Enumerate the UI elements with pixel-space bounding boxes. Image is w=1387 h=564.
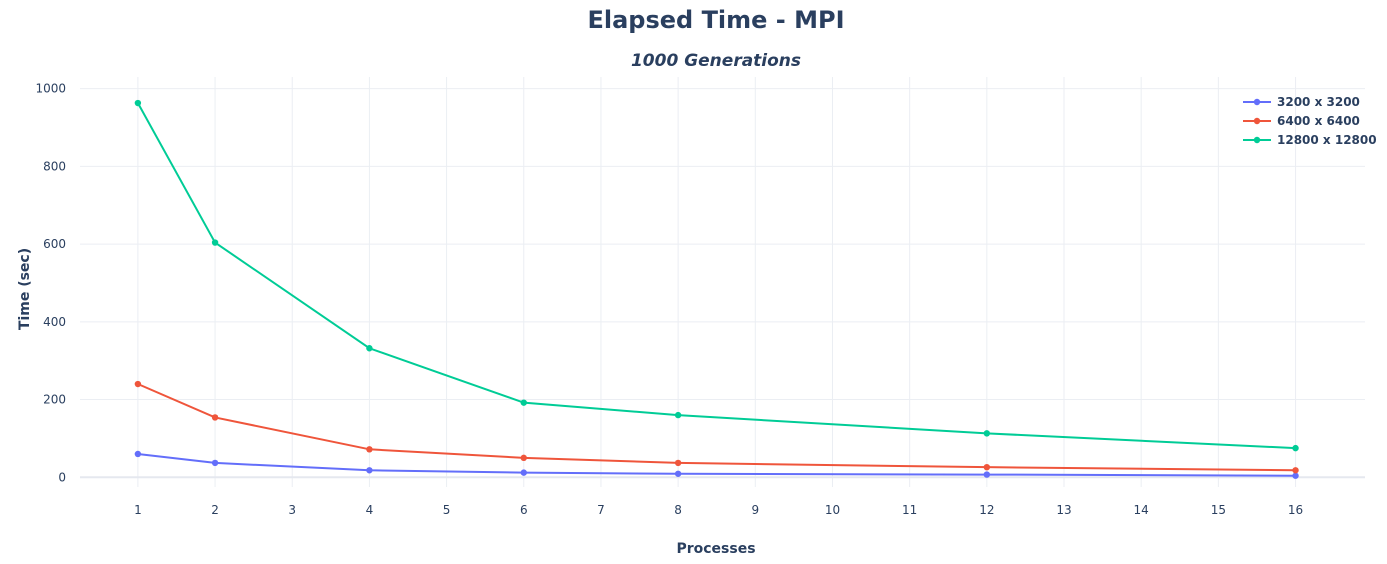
y-axis-title: Time (sec) [17,248,33,330]
x-tick-label: 10 [825,503,840,517]
x-tick-label: 13 [1056,503,1071,517]
data-point [674,411,682,419]
data-point [1292,472,1299,479]
data-point [674,470,682,477]
data-point [520,399,527,406]
data-point [520,454,527,462]
data-point [134,380,142,388]
data-point [674,459,682,467]
legend-label: 12800 x 12800 [1277,133,1377,147]
x-tick-label: 12 [979,503,994,517]
x-tick-labels: 1 2 3 4 5 6 7 8 9 10 11 12 13 14 15 16 [134,503,1303,517]
x-tick-label: 6 [520,503,528,517]
data-point [983,463,991,471]
chart-title: Elapsed Time - MPI [587,6,844,34]
series-line [137,383,1296,472]
y-tick-label: 800 [43,159,66,173]
data-point [1292,444,1299,452]
x-tick-label: 8 [674,503,682,517]
data-point [211,414,219,421]
y-tick-labels: 0 200 400 600 800 1000 [35,82,66,485]
legend-swatch-marker [1253,136,1261,144]
data-point [366,345,373,352]
x-tick-label: 15 [1211,503,1226,517]
x-tick-label: 2 [211,503,219,517]
legend-label: 6400 x 6400 [1277,114,1360,128]
y-tick-label: 400 [43,315,66,329]
x-tick-label: 14 [1134,503,1149,517]
data-point [983,471,991,478]
data-point [134,450,142,458]
x-axis-title: Processes [676,541,755,557]
series-lines [134,99,1299,479]
legend-item[interactable]: 12800 x 12800 [1243,133,1377,147]
y-tick-label: 1000 [35,82,66,96]
data-point [134,99,142,107]
x-tick-label: 1 [134,503,142,517]
data-point [211,459,219,467]
data-point [366,467,373,474]
x-tick-label: 16 [1288,503,1303,517]
series-3 [134,99,1299,452]
series-2 [134,380,1299,474]
chart-subtitle: 1000 Generations [631,51,801,71]
data-point [520,469,527,476]
x-tick-label: 3 [288,503,296,517]
x-tick-label: 7 [597,503,605,517]
legend-label: 3200 x 3200 [1277,95,1360,109]
data-point [211,239,219,246]
series-line [137,452,1296,477]
x-tick-label: 9 [751,503,759,517]
grid [80,77,1365,487]
series-1 [134,450,1299,479]
legend-swatch-marker [1253,117,1261,125]
legend-item[interactable]: 3200 x 3200 [1243,95,1360,109]
legend-swatch-marker [1253,98,1261,106]
y-tick-label: 0 [58,470,66,484]
data-point [1292,467,1299,474]
y-tick-label: 200 [43,393,66,407]
y-tick-label: 600 [43,237,66,251]
x-tick-label: 11 [902,503,917,517]
x-tick-label: 4 [366,503,374,517]
x-tick-label: 5 [443,503,451,517]
legend: 3200 x 3200 6400 x 6400 12800 x 12800 [1243,95,1377,147]
legend-item[interactable]: 6400 x 6400 [1243,114,1360,128]
data-point [366,446,373,453]
series-line [137,102,1296,450]
data-point [983,430,991,437]
